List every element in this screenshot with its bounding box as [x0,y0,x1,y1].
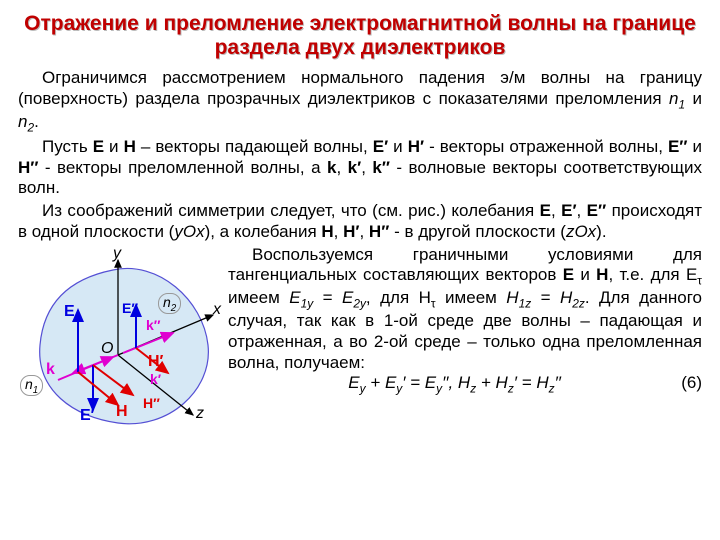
lbl-Ep: E′ [80,407,95,425]
lbl-H: H [116,403,128,421]
lbl-kp: k′ [150,371,161,387]
lbl-k: k [46,361,55,379]
lbl-z: z [196,405,204,423]
lbl-Epp: E′′ [122,300,138,316]
lbl-Hp: H′ [148,353,163,371]
lbl-kpp: k′′ [146,317,161,333]
lbl-O: O [101,340,113,358]
para-4: Воспользуемся граничными услови­ями для … [228,245,702,397]
para-2: Пусть E и H – векторы падающей волны, E′… [18,137,702,199]
equation-number: (6) [681,373,702,394]
page-title: Отражение и преломление электромагнитной… [18,12,702,60]
para-1: Ограничимся рассмотрением нормального па… [18,68,702,135]
figure-diagram: y x z O n1 n2 E E′ E′′ H H′ H′′ k k′ k′′ [18,245,228,445]
lbl-x: x [213,301,221,319]
lbl-y: y [113,245,121,263]
lbl-n1: n1 [20,375,43,397]
lbl-E: E [64,303,75,321]
para-3: Из соображений симметрии следует, что (с… [18,201,702,242]
lbl-n2: n2 [158,293,181,315]
boundary-plane [40,268,209,423]
lbl-Hpp: H′′ [143,395,160,411]
equation-6: Ey + Ey′ = Ey′′, Hz + Hz′ = Hz′′ (6) [228,373,702,396]
